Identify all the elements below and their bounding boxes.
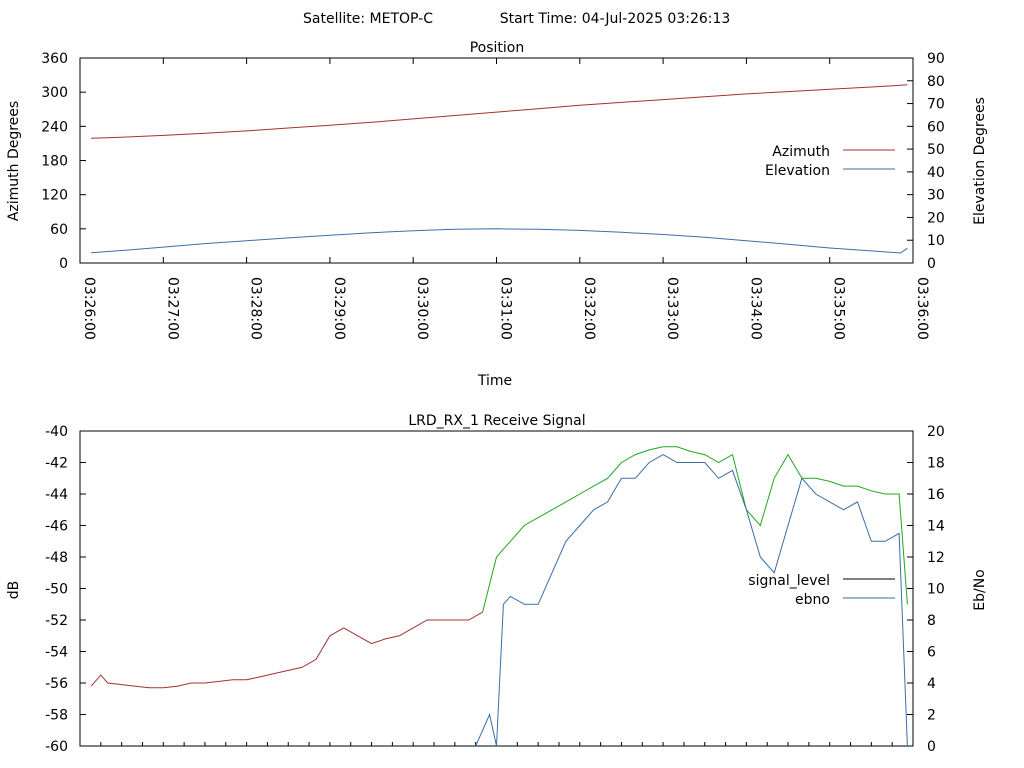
db-tick-label: -42 [45,456,68,472]
db-tick-label: -56 [45,676,68,692]
db-tick-label: -50 [45,582,68,598]
azimuth-tick-label: 0 [59,256,68,272]
elevation-tick-label: 60 [927,119,945,135]
azimuth-series-line [91,84,908,139]
db-tick-label: -48 [45,550,68,566]
elevation-tick-label: 50 [927,142,945,158]
db-tick-label: -44 [45,487,68,503]
ebno-series-line [475,454,908,747]
elevation-axis-label: Elevation Degrees [972,97,988,225]
ebno-tick-label: 2 [927,708,936,724]
time-tick-label: 03:30:00 [414,277,430,340]
azimuth-tick-label: 180 [41,154,68,170]
azimuth-tick-label: 360 [41,51,68,67]
time-tick-label: 03:31:00 [498,277,514,340]
time-tick-label: 03:32:00 [581,277,597,340]
azimuth-tick-label: 60 [50,222,68,238]
ebno-tick-label: 12 [927,550,945,566]
db-tick-label: -40 [45,424,68,440]
elevation-tick-label: 20 [927,210,945,226]
legend-label-elevation: Elevation [765,163,830,179]
time-tick-label: 03:36:00 [914,277,930,340]
db-tick-label: -52 [45,613,68,629]
elevation-tick-label: 80 [927,74,945,90]
elevation-tick-label: 40 [927,165,945,181]
ebno-tick-label: 4 [927,676,936,692]
elevation-tick-label: 10 [927,233,945,249]
ebno-tick-label: 0 [927,739,936,755]
db-tick-label: -46 [45,519,68,535]
position-plot-frame [79,57,914,264]
elevation-series-line [91,228,908,254]
chart-marks: 060120180240300360010203040506070809003:… [41,51,945,755]
azimuth-tick-label: 240 [41,119,68,135]
db-axis-label: dB [6,581,22,600]
satellite-label: Satellite: METOP-C [303,11,433,27]
legend-label-azimuth: Azimuth [772,144,830,160]
ebno-tick-label: 16 [927,487,945,503]
time-tick-label: 03:27:00 [164,277,180,340]
db-tick-label: -60 [45,739,68,755]
ebno-tick-label: 18 [927,456,945,472]
azimuth-axis-label: Azimuth Degrees [6,101,22,221]
elevation-tick-label: 30 [927,188,945,204]
ebno-tick-label: 14 [927,519,945,535]
ebno-tick-label: 20 [927,424,945,440]
position-chart-title: Position [470,40,525,56]
legend-label-signal-level: signal_level [748,573,830,589]
signal-chart-title: LRD_RX_1 Receive Signal [408,413,585,429]
time-tick-label: 03:33:00 [664,277,680,340]
elevation-tick-label: 90 [927,51,945,67]
time-tick-label: 03:34:00 [747,277,763,340]
time-tick-label: 03:29:00 [331,277,347,340]
position-x-axis-label: Time [477,373,512,389]
signal-level-line-low [90,611,483,689]
signal-level-line-high [482,446,908,613]
ebno-axis-label: Eb/No [972,569,988,611]
time-tick-label: 03:26:00 [81,277,97,340]
azimuth-tick-label: 120 [41,188,68,204]
time-tick-label: 03:35:00 [831,277,847,340]
legend-label-ebno: ebno [795,592,830,608]
start-time-label: Start Time: 04-Jul-2025 03:26:13 [500,11,731,27]
ebno-tick-label: 8 [927,613,936,629]
db-tick-label: -54 [45,645,68,661]
elevation-tick-label: 0 [927,256,936,272]
time-tick-label: 03:28:00 [248,277,264,340]
azimuth-tick-label: 300 [41,85,68,101]
ebno-tick-label: 6 [927,645,936,661]
db-tick-label: -58 [45,708,68,724]
ebno-tick-label: 10 [927,582,945,598]
elevation-tick-label: 70 [927,97,945,113]
